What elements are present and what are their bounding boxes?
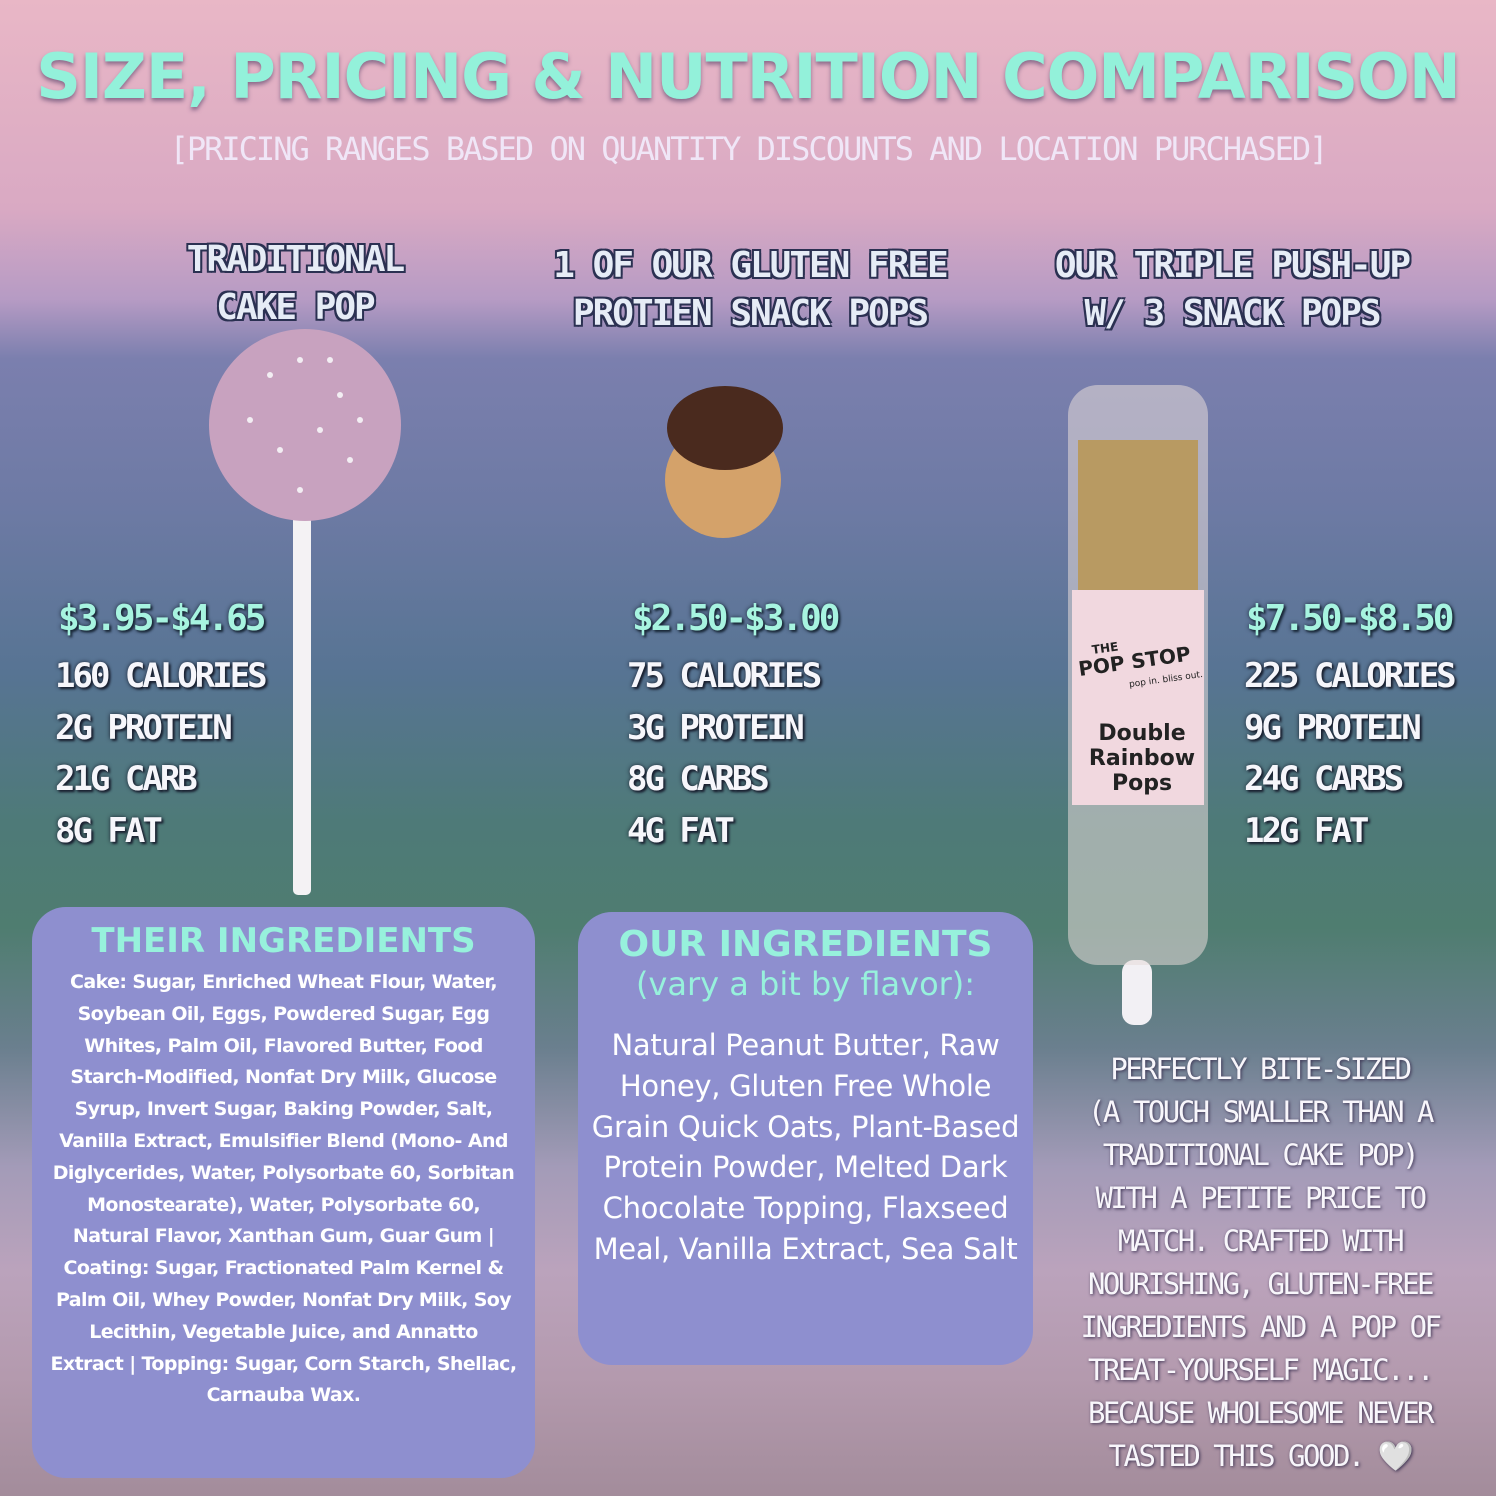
name-line: PROTIEN SNACK POPS: [572, 293, 929, 334]
tagline-line: INGREDIENTS AND A POP OF: [1080, 1310, 1442, 1344]
flavor-line: Double: [1098, 721, 1185, 746]
tagline-line: TASTED THIS GOOD. 🤍: [1108, 1439, 1414, 1473]
cake-pop-stick: [293, 470, 311, 895]
nutrition-item: 24G CARBS: [1244, 759, 1404, 799]
name-line: W/ 3 SNACK POPS: [1084, 293, 1381, 334]
tagline-line: PERFECTLY BITE-SIZED: [1110, 1052, 1412, 1086]
ingredients-text: Cake: Sugar, Enriched Wheat Flour, Water…: [50, 971, 518, 1407]
cake-pop: [209, 329, 401, 521]
flavor-line: Rainbow: [1089, 746, 1195, 771]
nutrition-item: 12G FAT: [1244, 810, 1369, 851]
sprinkles: [247, 357, 363, 493]
their-ingredients: THEIR INGREDIENTS Cake: Sugar, Enriched …: [32, 907, 535, 1478]
chocolate-top: [667, 386, 783, 470]
box-title: OUR INGREDIENTS: [618, 924, 993, 965]
package-brand: THE: [1091, 639, 1119, 657]
nutrition-item: 3G PROTEIN: [627, 707, 805, 748]
push-up-stick: [1122, 960, 1152, 1025]
nutrition-item: 9G PROTEIN: [1244, 707, 1422, 748]
price: $3.95-$4.65: [58, 598, 266, 639]
name-line: 1 OF OUR GLUTEN FREE: [553, 245, 948, 286]
push-up-label: [1072, 590, 1204, 805]
our-ingredients: OUR INGREDIENTS (vary a bit by flavor): …: [578, 912, 1033, 1365]
nutrition: 160 CALORIES 2G PROTEIN 21G CARB 8G FAT: [55, 651, 268, 857]
nutrition-item: 225 CALORIES: [1244, 656, 1457, 696]
nutrition: 75 CALORIES 3G PROTEIN 8G CARBS 4G FAT: [627, 651, 822, 857]
nutrition-item: 75 CALORIES: [627, 656, 822, 696]
tagline-line: NOURISHING, GLUTEN-FREE: [1087, 1267, 1435, 1301]
tagline-line: (A TOUCH SMALLER THAN A: [1087, 1095, 1435, 1129]
tagline-line: TRADITIONAL CAKE POP): [1102, 1138, 1420, 1172]
tagline-line: BECAUSE WHOLESOME NEVER: [1087, 1396, 1435, 1430]
name-line: TRADITIONAL: [186, 239, 405, 280]
box-title: THEIR INGREDIENTS: [91, 921, 476, 961]
nutrition-item: 21G CARB: [55, 759, 198, 799]
nutrition-item: 4G FAT: [627, 810, 735, 851]
nutrition: 225 CALORIES 9G PROTEIN 24G CARBS 12G FAT: [1244, 651, 1457, 857]
push-up-filling: [1078, 440, 1198, 600]
nutrition-item: 160 CALORIES: [55, 656, 268, 696]
title: SIZE, PRICING & NUTRITION COMPARISON: [36, 40, 1461, 113]
tagline-line: WITH A PETITE PRICE TO: [1095, 1181, 1427, 1215]
product-name: OUR TRIPLE PUSH-UP W/ 3 SNACK POPS: [1012, 242, 1452, 338]
flavor-line: Pops: [1112, 771, 1172, 796]
nutrition-item: 8G FAT: [55, 810, 163, 851]
price: $2.50-$3.00: [632, 598, 840, 639]
subtitle: [PRICING RANGES BASED ON QUANTITY DISCOU…: [169, 130, 1329, 168]
package-flavor: Double Rainbow Pops: [1089, 721, 1195, 796]
tagline-line: TREAT-YOURSELF MAGIC...: [1087, 1353, 1435, 1387]
product-name: 1 OF OUR GLUTEN FREE PROTIEN SNACK POPS: [520, 242, 980, 338]
box-subtitle: (vary a bit by flavor):: [635, 965, 976, 1003]
nutrition-item: 8G CARBS: [627, 759, 770, 799]
tagline: PERFECTLY BITE-SIZED (A TOUCH SMALLER THA…: [1045, 1048, 1475, 1478]
name-line: CAKE POP: [216, 287, 375, 328]
ingredients-text: Natural Peanut Butter, Raw Honey, Gluten…: [591, 1028, 1020, 1266]
nutrition-item: 2G PROTEIN: [55, 707, 233, 748]
name-line: OUR TRIPLE PUSH-UP: [1054, 245, 1411, 286]
tagline-line: MATCH. CRAFTED WITH: [1117, 1224, 1405, 1258]
product-name: TRADITIONAL CAKE POP: [115, 236, 475, 332]
price: $7.50-$8.50: [1246, 598, 1454, 639]
